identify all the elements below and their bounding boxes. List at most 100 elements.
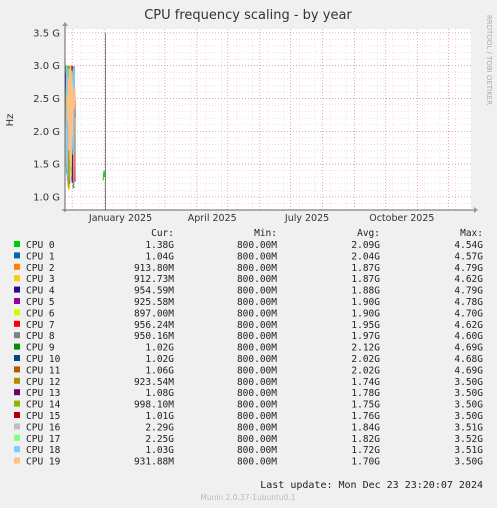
legend-value: 1.95G <box>351 320 380 331</box>
legend-column-header: Min: <box>254 228 277 239</box>
legend-swatch <box>14 252 20 259</box>
legend-value: 2.09G <box>351 240 380 251</box>
legend-value: 1.06G <box>145 365 174 376</box>
legend-row: CPU 19 931.88M 800.00M 1.70G 3.50G <box>14 457 483 468</box>
legend-value: 800.00M <box>237 251 277 262</box>
legend-series-name: CPU 12 <box>26 377 60 388</box>
legend-value: 2.29G <box>145 422 174 433</box>
legend-value: 1.70G <box>351 457 380 468</box>
legend-value: 1.90G <box>351 297 380 308</box>
legend-value: 3.50G <box>454 457 483 468</box>
legend-value: 950.16M <box>134 331 174 342</box>
legend-value: 4.68G <box>454 354 483 365</box>
legend-row: CPU 16 2.29G 800.00M 1.84G 3.51G <box>14 422 483 433</box>
legend-series-name: CPU 17 <box>26 434 60 445</box>
legend-row: CPU 7 956.24M 800.00M 1.95G 4.62G <box>14 320 483 331</box>
legend-value: 1.03G <box>145 445 174 456</box>
legend-series-name: CPU 3 <box>26 274 55 285</box>
legend-swatch <box>14 241 20 247</box>
legend-row: CPU 15 1.01G 800.00M 1.76G 3.50G <box>14 411 483 422</box>
legend-series-name: CPU 1 <box>26 251 55 262</box>
legend-swatch <box>14 320 20 327</box>
legend-value: 800.00M <box>237 308 277 319</box>
legend-value: 998.10M <box>134 400 174 411</box>
legend-value: 2.12G <box>351 343 380 354</box>
series-line <box>66 65 76 183</box>
legend-value: 913.80M <box>134 263 174 274</box>
legend-row: CPU 4 954.59M 800.00M 1.88G 4.79G <box>14 286 483 297</box>
legend-swatch <box>14 343 20 350</box>
legend-value: 4.69G <box>454 365 483 376</box>
last-update: Last update: Mon Dec 23 23:20:07 2024 <box>260 480 483 491</box>
legend-series-name: CPU 18 <box>26 445 61 456</box>
legend-swatch <box>14 389 20 396</box>
legend-value: 923.54M <box>134 377 174 388</box>
legend-series-name: CPU 15 <box>26 411 60 422</box>
legend-value: 800.00M <box>237 240 277 251</box>
legend-series-name: CPU 4 <box>26 286 55 297</box>
legend-row: CPU 18 1.03G 800.00M 1.72G 3.51G <box>14 445 483 456</box>
legend-row: CPU 17 2.25G 800.00M 1.82G 3.52G <box>14 434 483 445</box>
legend-swatch <box>14 309 20 316</box>
legend-series-name: CPU 7 <box>26 320 55 331</box>
rrdtool-label: RRDTOOL / TOBI OETIKER <box>485 15 493 105</box>
y-tick-label: 1.0 G <box>33 192 60 203</box>
legend-series-name: CPU 16 <box>26 422 61 433</box>
legend-swatch <box>14 434 20 441</box>
legend-value: 4.62G <box>454 320 483 331</box>
legend-series-name: CPU 0 <box>26 240 55 251</box>
legend-row: CPU 14 998.10M 800.00M 1.75G 3.50G <box>14 400 483 411</box>
legend-row: CPU 13 1.08G 800.00M 1.78G 3.50G <box>14 388 483 399</box>
legend-series-name: CPU 10 <box>26 354 61 365</box>
legend-row: CPU 6 897.00M 800.00M 1.90G 4.70G <box>14 308 483 319</box>
legend-value: 800.00M <box>237 422 277 433</box>
legend-value: 4.79G <box>454 286 483 297</box>
legend-swatch <box>14 457 20 464</box>
legend-value: 800.00M <box>237 343 277 354</box>
legend-value: 1.87G <box>351 274 380 285</box>
legend-value: 800.00M <box>237 411 277 422</box>
y-tick-label: 3.5 G <box>33 28 60 39</box>
legend-column-header: Cur: <box>151 228 174 239</box>
legend-row: CPU 10 1.02G 800.00M 2.02G 4.68G <box>14 354 483 365</box>
legend-value: 800.00M <box>237 434 277 445</box>
legend-swatch <box>14 286 20 293</box>
x-tick-label: October 2025 <box>369 213 434 224</box>
legend-value: 4.78G <box>454 297 483 308</box>
munin-version: Munin 2.0.37-1ubuntu0.1 <box>200 493 295 502</box>
legend-value: 3.50G <box>454 411 483 422</box>
legend-row: CPU 5 925.58M 800.00M 1.90G 4.78G <box>14 297 483 308</box>
legend-value: 1.02G <box>145 354 174 365</box>
legend-value: 1.38G <box>145 240 174 251</box>
legend-column-header: Avg: <box>357 228 380 239</box>
y-axis-label: Hz <box>5 114 16 127</box>
legend-value: 800.00M <box>237 400 277 411</box>
legend-value: 1.74G <box>351 377 380 388</box>
legend-swatch <box>14 355 20 361</box>
legend-value: 1.01G <box>145 411 174 422</box>
legend-series-name: CPU 8 <box>26 331 55 342</box>
legend-value: 1.87G <box>351 263 380 274</box>
legend-value: 4.57G <box>454 251 483 262</box>
legend-value: 800.00M <box>237 445 277 456</box>
legend-swatch <box>14 412 20 418</box>
legend-value: 931.88M <box>134 457 174 468</box>
x-axis-arrow <box>474 207 478 213</box>
legend-row: CPU 12 923.54M 800.00M 1.74G 3.50G <box>14 377 483 388</box>
legend-value: 4.54G <box>454 240 483 251</box>
legend-value: 925.58M <box>134 297 174 308</box>
legend-value: 800.00M <box>237 320 277 331</box>
legend-row: CPU 2 913.80M 800.00M 1.87G 4.79G <box>14 263 483 274</box>
legend-value: 912.73M <box>134 274 174 285</box>
legend-row: CPU 0 1.38G 800.00M 2.09G 4.54G <box>14 240 483 251</box>
chart-title: CPU frequency scaling - by year <box>144 8 352 23</box>
legend-series-name: CPU 9 <box>26 343 55 354</box>
legend-value: 1.72G <box>351 445 380 456</box>
legend-value: 3.51G <box>454 445 483 456</box>
x-tick-label: July 2025 <box>284 213 329 224</box>
legend-value: 4.70G <box>454 308 483 319</box>
legend-series-name: CPU 2 <box>26 263 55 274</box>
legend-value: 956.24M <box>134 320 174 331</box>
legend-value: 4.60G <box>454 331 483 342</box>
legend-value: 800.00M <box>237 297 277 308</box>
